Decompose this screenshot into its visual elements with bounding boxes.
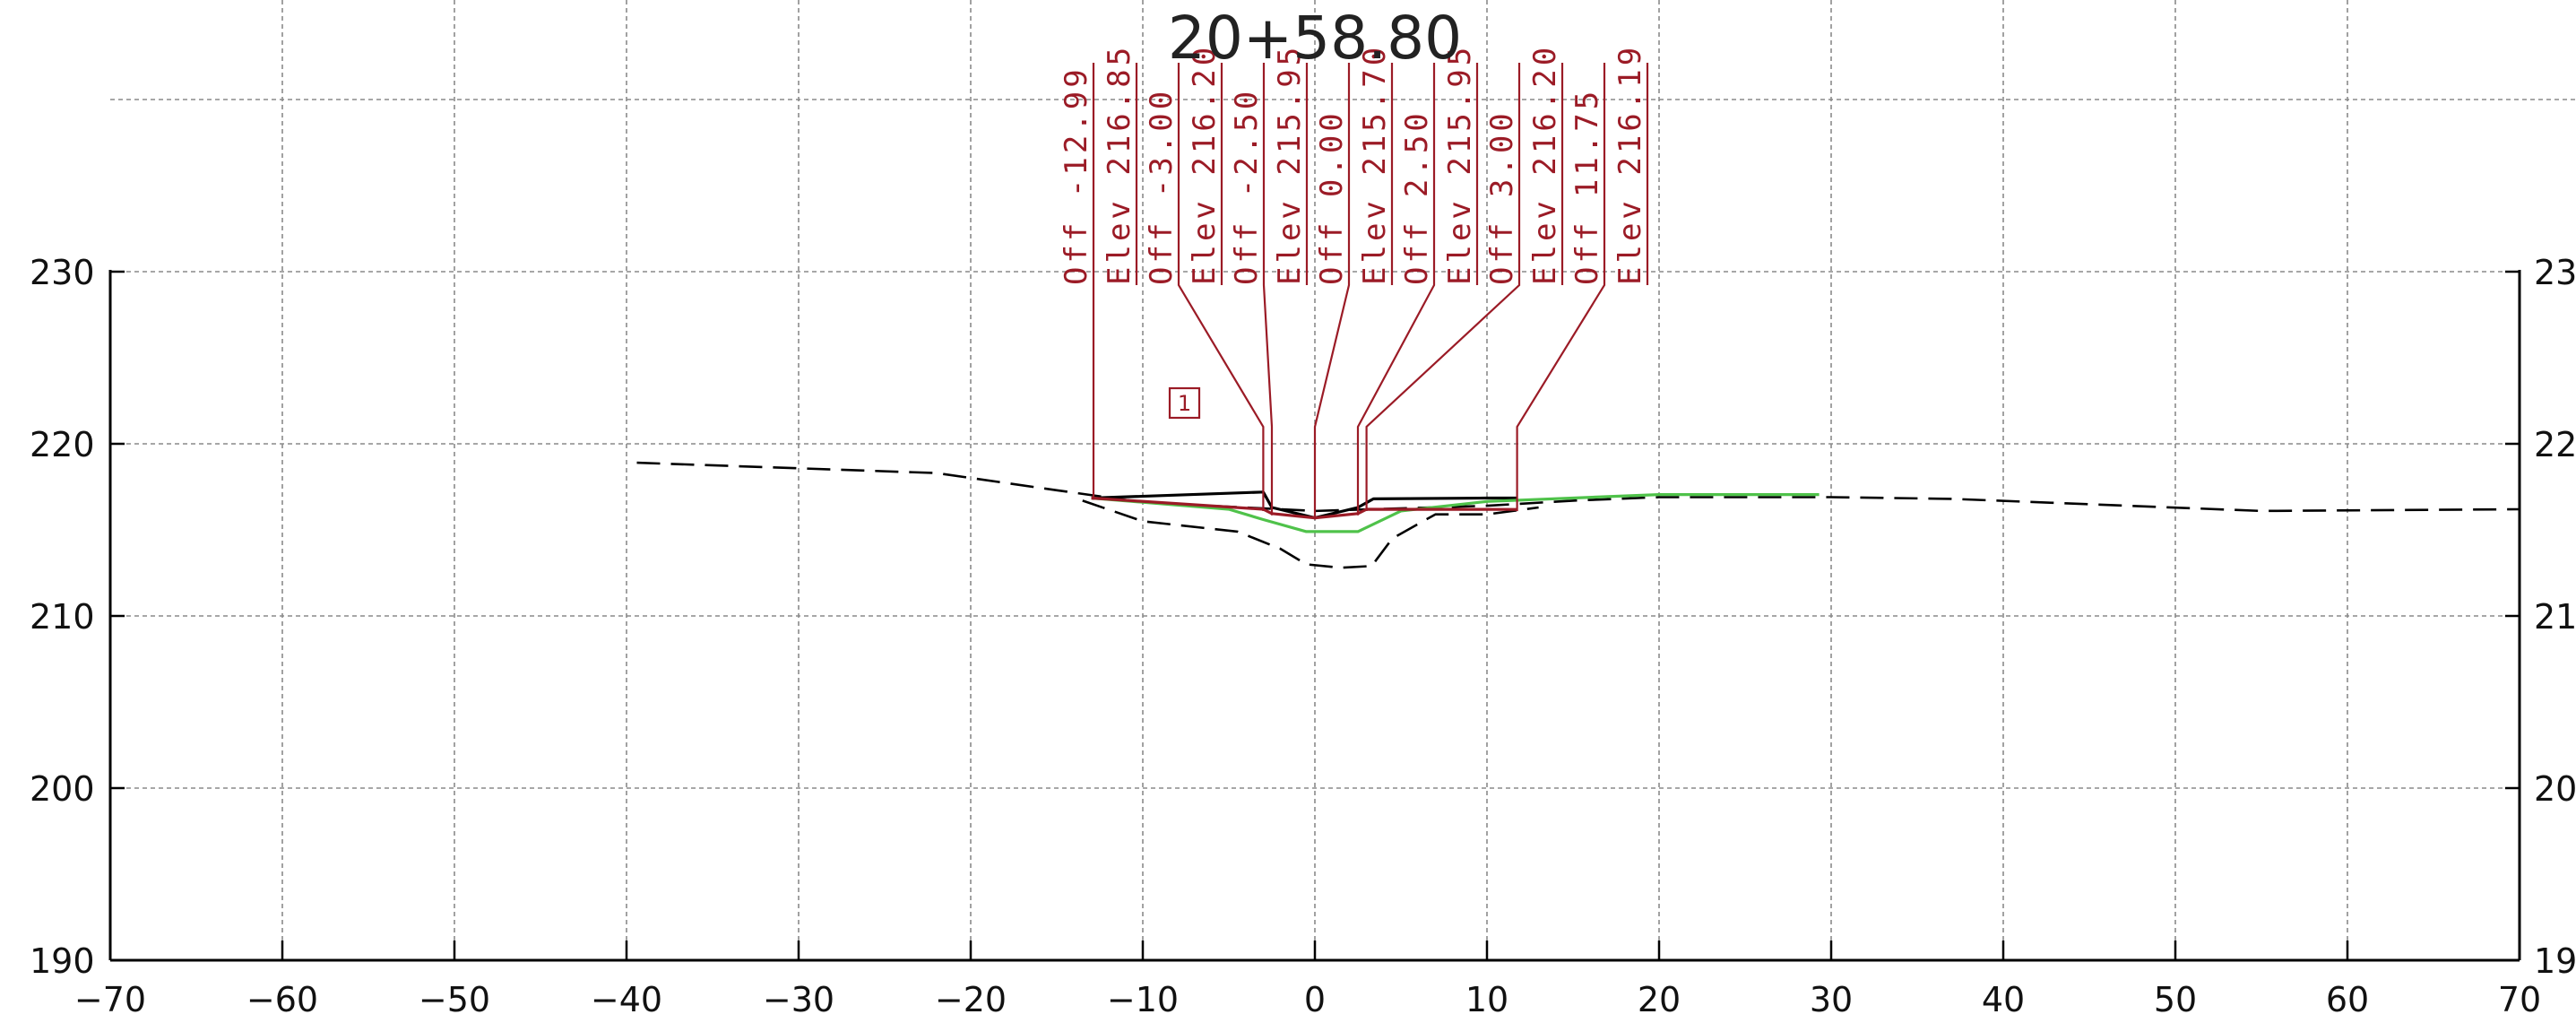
x-tick-label: −70 (74, 980, 146, 1019)
offset-label: Off -3.00 (1144, 88, 1180, 285)
x-tick-label: 10 (1465, 980, 1508, 1019)
elevation-label: Elev 216.20 (1187, 44, 1223, 285)
station-title: 20+58.80 (1168, 4, 1462, 73)
y-tick-label-right: 19 (2534, 941, 2576, 981)
x-tick-label: 70 (2498, 980, 2541, 1019)
x-tick-label: 50 (2154, 980, 2197, 1019)
annotation-labels: Off -12.99 Elev 216.85 Off -3.00 Elev 216.2… (1059, 44, 1648, 285)
x-tick-label: 0 (1304, 980, 1326, 1019)
x-tick-label: −30 (763, 980, 834, 1019)
elevation-label: Elev 215.95 (1272, 44, 1308, 285)
annotation-leaders (1092, 63, 1649, 520)
leader-line (1313, 63, 1351, 520)
leader-line (1516, 63, 1606, 512)
offset-label: Off -2.50 (1229, 88, 1265, 285)
offset-label: Off 3.00 (1484, 109, 1520, 285)
profile-line-3 (1091, 490, 1517, 520)
leader-line (1356, 63, 1436, 516)
section-marker: 1 (1168, 386, 1201, 420)
y-tick-label: 200 (30, 769, 95, 809)
section-marker-box (1168, 386, 1201, 420)
x-tick-label: −60 (246, 980, 318, 1019)
y-tick-label-right: 20 (2534, 769, 2576, 809)
x-tick-label: 40 (1982, 980, 2025, 1019)
x-tick-label: −40 (591, 980, 662, 1019)
x-tick-label: 60 (2326, 980, 2369, 1019)
profile-line-4 (1091, 492, 1820, 533)
x-tick-label: 20 (1638, 980, 1681, 1019)
y-tick-label: 210 (30, 597, 95, 637)
elevation-label: Elev 216.19 (1612, 44, 1648, 285)
x-tick-label: −20 (935, 980, 1007, 1019)
offset-label: Off 2.50 (1399, 109, 1435, 285)
x-tick-label: −10 (1107, 980, 1179, 1019)
leader-line (1365, 63, 1521, 511)
elevation-label: Elev 216.85 (1102, 44, 1137, 285)
profile-line-1 (636, 461, 2520, 513)
leader-line (1177, 63, 1265, 511)
section-marker-label: 1 (1178, 391, 1191, 416)
elevation-label: Elev 215.95 (1442, 44, 1478, 285)
x-tick-label: −50 (419, 980, 490, 1019)
y-tick-label: 230 (30, 253, 95, 292)
y-tick-label-right: 21 (2534, 597, 2576, 637)
elevation-label: Elev 216.20 (1527, 44, 1563, 285)
y-tick-label-right: 23 (2534, 253, 2576, 292)
y-tick-label: 190 (30, 941, 95, 981)
y-tick-label-right: 22 (2534, 425, 2576, 464)
axis-labels: −70 −60 −50 −40 −30 −20 −10 0 10 20 30 40 50 60 70 190 1… (30, 253, 2576, 1019)
profile-lines (636, 461, 2520, 569)
offset-label: Off 11.75 (1569, 88, 1605, 285)
y-tick-label: 220 (30, 425, 95, 464)
offset-label: Off -12.99 (1059, 65, 1094, 285)
x-tick-label: 30 (1810, 980, 1853, 1019)
elevation-label: Elev 215.70 (1357, 44, 1393, 285)
leader-line (1262, 63, 1274, 516)
offset-label: Off 0.00 (1314, 109, 1350, 285)
